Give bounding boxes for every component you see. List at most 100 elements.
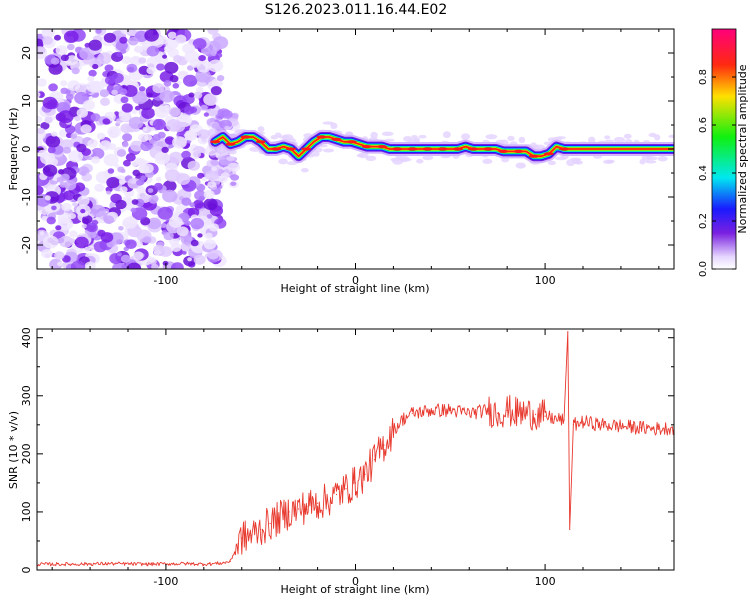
noise-blob (152, 83, 165, 94)
noise-blob (86, 222, 98, 233)
noise-blob (60, 54, 69, 62)
noise-blob (148, 196, 158, 204)
noise-blob (210, 86, 222, 96)
figure-title: S126.2023.011.16.44.E02 (265, 2, 448, 18)
noise-blob (182, 43, 196, 54)
noise-blob (132, 169, 141, 177)
colorbar-tick-label: 0.2 (698, 213, 709, 229)
noise-blob (57, 237, 65, 244)
noise-blob (37, 92, 41, 98)
noise-blob (99, 140, 112, 151)
snr-point (288, 511, 290, 513)
noise-blob (215, 52, 223, 58)
noise-blob (156, 63, 165, 71)
noise-blob (131, 161, 138, 167)
colorbar-tick-label: 0.8 (698, 69, 709, 85)
noise-blob (167, 31, 177, 39)
spectrogram-y-label: Frequency (Hz) (7, 108, 20, 191)
noise-blob (119, 112, 130, 122)
colorbar-ticks: 0.0 0.2 0.4 0.6 0.8 (698, 69, 736, 277)
noise-blob (153, 182, 163, 191)
noise-blob (151, 263, 159, 269)
snr-point (563, 419, 565, 421)
noise-blob (125, 239, 137, 249)
track-peak (437, 147, 448, 151)
noise-blob (195, 69, 211, 83)
noise-blob (87, 75, 95, 82)
noise-blob (134, 105, 141, 111)
y-tick-label: 0 (20, 567, 33, 574)
halo-blob (613, 136, 626, 143)
noise-blob (164, 45, 173, 53)
noise-blob (99, 89, 110, 98)
noise-blob (96, 132, 106, 140)
noise-blob (57, 261, 63, 267)
noise-blob (123, 85, 138, 97)
noise-blob (154, 105, 170, 119)
noise-blob (153, 249, 161, 256)
noise-blob (163, 80, 172, 87)
noise-blob (216, 75, 225, 82)
noise-blob (107, 168, 115, 174)
noise-blob (100, 97, 110, 107)
noise-blob (147, 217, 162, 230)
snr-point (620, 425, 622, 427)
noise-blob (207, 29, 219, 35)
noise-blob (122, 220, 129, 227)
noise-blob (193, 254, 206, 265)
noise-blob (146, 45, 160, 57)
signal-track (208, 121, 674, 173)
noise-blob (82, 215, 93, 224)
noise-blob (172, 83, 180, 89)
x-tick-label: 100 (535, 575, 556, 588)
noise-blob (91, 156, 101, 164)
noise-blob (41, 29, 55, 39)
noise-blob (68, 213, 76, 219)
noise-blob (181, 250, 187, 255)
noise-blob (48, 63, 63, 75)
halo-blob (515, 162, 526, 169)
snr-y-ticks: 0 100 200 300 400 (20, 327, 674, 574)
noise-blob (192, 38, 207, 50)
halo-blob (555, 156, 567, 161)
noise-blob (183, 74, 198, 87)
noise-blob (58, 110, 74, 124)
noise-blob (95, 29, 102, 34)
noise-blob (142, 236, 152, 244)
noise-blob (138, 164, 150, 174)
noise-blob (118, 179, 126, 185)
noise-blob (130, 140, 144, 152)
noise-blob (37, 185, 44, 196)
snr-point (354, 482, 357, 484)
halo-blob (416, 158, 424, 164)
noise-blob (44, 195, 51, 201)
noise-blob (97, 229, 106, 237)
noise-blob (128, 116, 144, 129)
track-peak (528, 154, 539, 158)
noise-blob (144, 29, 159, 42)
noise-blob (230, 181, 237, 186)
halo-blob (411, 135, 418, 139)
noise-blob (87, 231, 97, 239)
noise-blob (181, 197, 192, 206)
noise-blob (169, 75, 179, 83)
snr-point (70, 563, 72, 565)
y-tick-label: -10 (20, 188, 33, 206)
noise-blob (187, 257, 193, 262)
noise-blob (197, 172, 205, 179)
noise-blob (200, 104, 208, 111)
halo-blob (257, 126, 265, 133)
noise-blob (37, 115, 43, 124)
noise-blob (88, 69, 97, 77)
halo-blob (547, 160, 557, 166)
y-tick-label: 10 (20, 94, 33, 108)
snr-point (567, 331, 569, 333)
noise-blob (130, 80, 138, 87)
noise-blob (142, 127, 148, 132)
halo-blob (623, 133, 632, 139)
noise-blob (80, 171, 87, 176)
noise-blob (37, 138, 43, 147)
noise-blob (51, 205, 57, 211)
noise-blob (206, 214, 213, 219)
